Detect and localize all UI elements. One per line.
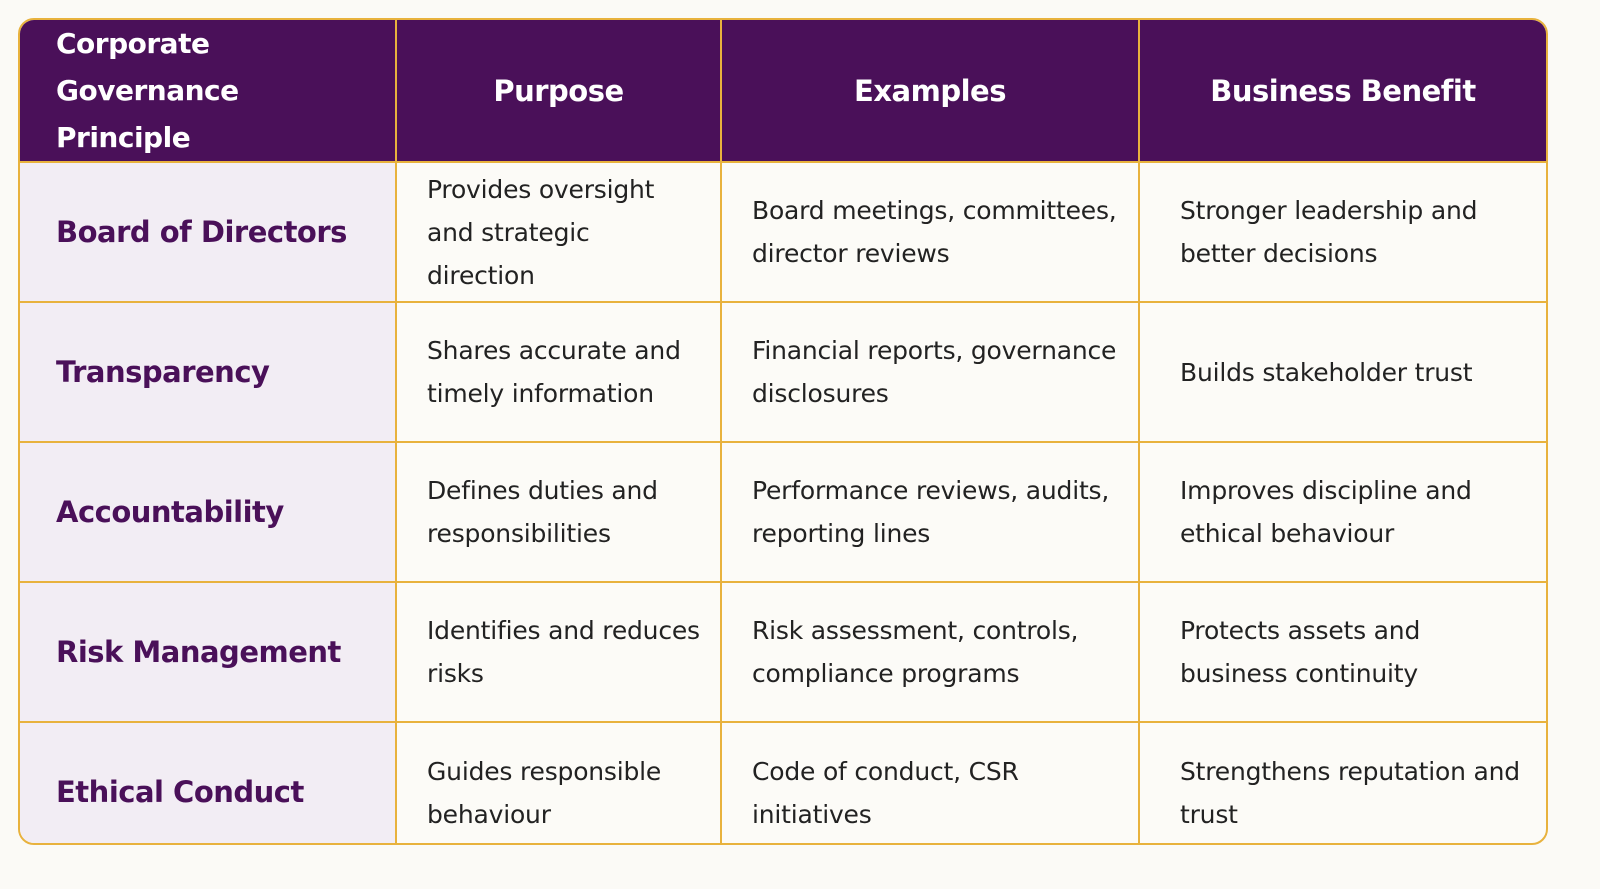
header-examples: Examples (721, 20, 1140, 163)
benefit-cell: Builds stakeholder trust (1139, 302, 1546, 443)
principle-cell: Accountability (20, 442, 397, 583)
table-body: Board of Directors Provides oversight an… (20, 162, 1546, 843)
purpose-cell: Defines duties and responsibilities (396, 442, 722, 583)
examples-cell: Risk assessment, controls, compliance pr… (721, 582, 1140, 723)
examples-cell: Code of conduct, CSR initiatives (721, 722, 1140, 843)
examples-cell: Board meetings, committees, director rev… (721, 162, 1140, 303)
header-principle: Corporate Governance Principle (20, 20, 397, 163)
purpose-cell: Identifies and reduces risks (396, 582, 722, 723)
table-row: Risk Management Identifies and reduces r… (20, 582, 1546, 723)
principle-cell: Risk Management (20, 582, 397, 723)
benefit-cell: Stronger leadership and better decisions (1139, 162, 1546, 303)
benefit-cell: Improves discipline and ethical behaviou… (1139, 442, 1546, 583)
governance-table: Corporate Governance Principle Purpose E… (18, 18, 1548, 845)
header-business-benefit: Business Benefit (1139, 20, 1546, 163)
purpose-cell: Shares accurate and timely information (396, 302, 722, 443)
principle-cell: Board of Directors (20, 162, 397, 303)
table-row: Transparency Shares accurate and timely … (20, 302, 1546, 443)
principle-cell: Transparency (20, 302, 397, 443)
table-row: Ethical Conduct Guides responsible behav… (20, 722, 1546, 843)
examples-cell: Performance reviews, audits, reporting l… (721, 442, 1140, 583)
header-purpose: Purpose (396, 20, 722, 163)
table-row: Accountability Defines duties and respon… (20, 442, 1546, 583)
examples-cell: Financial reports, governance disclosure… (721, 302, 1140, 443)
table-header: Corporate Governance Principle Purpose E… (20, 20, 1546, 163)
governance-table-grid: Corporate Governance Principle Purpose E… (20, 20, 1546, 843)
header-row: Corporate Governance Principle Purpose E… (20, 20, 1546, 163)
benefit-cell: Strengthens reputation and trust (1180, 756, 1520, 829)
benefit-cell: Protects assets and business continuity (1139, 582, 1546, 723)
table-row: Board of Directors Provides oversight an… (20, 162, 1546, 303)
principle-cell: Ethical Conduct (20, 722, 397, 843)
purpose-cell: Guides responsible behaviour (396, 722, 722, 843)
purpose-cell: Provides oversight and strategic directi… (396, 162, 722, 303)
